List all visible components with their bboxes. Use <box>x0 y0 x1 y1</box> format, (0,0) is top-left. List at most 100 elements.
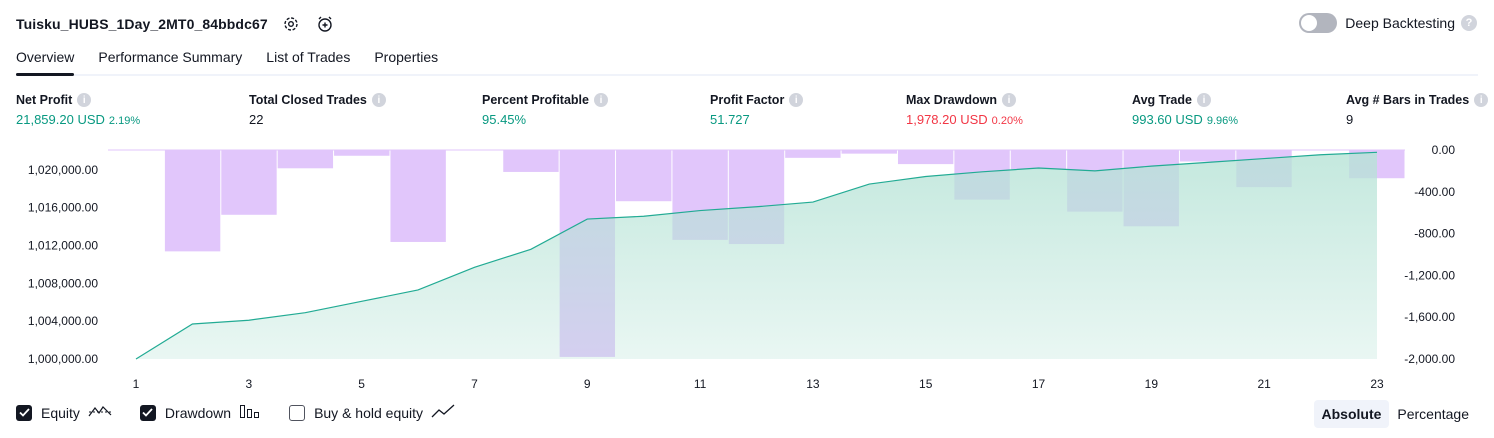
drawdown-bar <box>277 150 334 169</box>
stat-label: Avg Trade <box>1132 93 1192 107</box>
stat-avg-bars-in-trades: Avg # Bars in Trades i 9 <box>1346 93 1489 127</box>
legend-drawdown[interactable]: Drawdown <box>139 403 261 422</box>
equity-icon <box>88 403 112 422</box>
drawdown-bar <box>841 150 897 154</box>
absolute-mode-button[interactable]: Absolute <box>1313 400 1390 428</box>
equity-area <box>136 152 1377 359</box>
stat-value: 1,978.20 USD <box>906 112 988 127</box>
stat-value: 22 <box>249 112 264 127</box>
deep-backtesting: Deep Backtesting ? <box>1299 13 1477 33</box>
stat-label: Net Profit <box>16 93 73 107</box>
stat-percent: 9.96% <box>1206 115 1239 127</box>
x-axis-tick: 7 <box>471 377 478 391</box>
buy-hold-checkbox[interactable] <box>289 404 306 421</box>
info-icon[interactable]: i <box>1474 93 1489 107</box>
x-axis-tick: 19 <box>1145 377 1159 391</box>
drawdown-bar <box>221 150 277 215</box>
stat-net-profit: Net Profit i 21,859.20 USD 2.19% <box>16 93 140 127</box>
buy-hold-line-icon <box>431 403 455 422</box>
left-axis-tick: 1,020,000.00 <box>28 163 98 177</box>
left-axis-tick: 1,012,000.00 <box>28 239 98 253</box>
tab-overview[interactable]: Overview <box>16 44 75 76</box>
tab-performance-summary[interactable]: Performance Summary <box>98 49 243 65</box>
drawdown-checkbox[interactable] <box>139 404 156 421</box>
drawdown-bars-icon <box>239 403 261 422</box>
stat-percent: 2.19% <box>108 115 141 127</box>
drawdown-bar <box>503 150 559 172</box>
x-axis-tick: 17 <box>1032 377 1046 391</box>
legend-label: Buy & hold equity <box>314 404 424 421</box>
right-axis-tick: -800.00 <box>1414 227 1455 241</box>
left-axis-tick: 1,000,000.00 <box>28 352 98 366</box>
left-axis-tick: 1,008,000.00 <box>28 276 98 290</box>
right-axis-tick: -400.00 <box>1414 185 1455 199</box>
x-axis-tick: 11 <box>694 377 707 391</box>
equity-line <box>135 151 1378 360</box>
drawdown-bar <box>334 150 390 156</box>
x-axis-tick: 23 <box>1370 377 1384 391</box>
info-icon[interactable]: i <box>1002 93 1016 107</box>
settings-icon[interactable] <box>280 13 302 35</box>
right-axis-tick: -2,000.00 <box>1404 352 1455 366</box>
legend-equity[interactable]: Equity <box>16 403 112 422</box>
drawdown-bar <box>390 150 446 242</box>
equity-drawdown-chart: 1,020,000.00 1,016,000.00 1,012,000.00 1,00… <box>28 143 1456 391</box>
deep-backtesting-toggle[interactable] <box>1299 13 1338 33</box>
x-axis-tick: 9 <box>584 377 591 391</box>
left-axis-tick: 1,016,000.00 <box>28 201 98 215</box>
help-icon[interactable]: ? <box>1461 15 1477 31</box>
stat-max-drawdown: Max Drawdown i 1,978.20 USD 0.20% <box>906 93 1023 127</box>
equity-checkbox[interactable] <box>16 404 32 421</box>
x-axis-tick: 5 <box>358 377 365 391</box>
stat-profit-factor: Profit Factor i 51.727 <box>710 93 804 127</box>
strategy-title: Tuisku_HUBS_1Day_2MT0_84bbdc67 <box>16 16 268 32</box>
info-icon[interactable]: i <box>1196 93 1211 107</box>
stat-value: 21,859.20 USD <box>16 112 105 127</box>
drawdown-bar <box>897 150 954 165</box>
tab-list-of-trades[interactable]: List of Trades <box>266 49 351 65</box>
info-icon[interactable]: i <box>593 93 608 107</box>
tab-properties[interactable]: Properties <box>374 49 439 65</box>
tab-bar: Overview Performance Summary List of Tra… <box>16 44 1478 76</box>
right-axis-tick: 0.00 <box>1432 143 1456 157</box>
stat-value: 993.60 USD <box>1132 112 1203 127</box>
legend-label: Equity <box>41 404 80 421</box>
drawdown-bar <box>616 150 672 202</box>
right-axis-tick: -1,600.00 <box>1404 310 1455 324</box>
info-icon[interactable]: i <box>77 93 92 107</box>
right-axis-tick: -1,200.00 <box>1404 268 1455 282</box>
stat-label: Max Drawdown <box>906 93 997 107</box>
value-mode-switch: Absolute Percentage <box>1313 400 1478 428</box>
x-axis-tick: 3 <box>245 377 252 391</box>
chart-legend: Equity Drawdown Buy & hold equity <box>16 403 483 422</box>
x-axis-tick: 21 <box>1258 377 1272 391</box>
x-axis-tick: 15 <box>919 377 933 391</box>
x-axis-tick: 1 <box>133 377 140 391</box>
drawdown-bar <box>785 150 841 158</box>
stat-label: Percent Profitable <box>482 93 589 107</box>
stat-label: Profit Factor <box>710 93 785 107</box>
stat-avg-trade: Avg Trade i 993.60 USD 9.96% <box>1132 93 1238 127</box>
legend-label: Drawdown <box>164 404 232 421</box>
stat-label: Avg # Bars in Trades <box>1346 93 1470 107</box>
stat-percent: 0.20% <box>991 115 1023 127</box>
percentage-mode-button[interactable]: Percentage <box>1397 406 1469 422</box>
drawdown-bar <box>164 150 221 252</box>
add-alert-icon[interactable] <box>314 13 336 35</box>
stat-value: 9 <box>1346 112 1354 127</box>
toggle-knob <box>1301 15 1318 31</box>
info-icon[interactable]: i <box>371 93 386 107</box>
stat-value: 95.45% <box>482 112 527 127</box>
deep-backtesting-label: Deep Backtesting <box>1345 15 1455 31</box>
drawdown-bar <box>1010 150 1067 170</box>
stat-percent-profitable: Percent Profitable i 95.45% <box>482 93 608 127</box>
x-axis-tick: 13 <box>806 377 820 391</box>
stat-total-closed-trades: Total Closed Trades i 22 <box>249 93 386 127</box>
strategy-header: Tuisku_HUBS_1Day_2MT0_84bbdc67 <box>16 12 336 36</box>
info-icon[interactable]: i <box>789 93 804 107</box>
stat-label: Total Closed Trades <box>249 93 367 107</box>
left-axis-tick: 1,004,000.00 <box>28 314 98 328</box>
legend-buy-hold[interactable]: Buy & hold equity <box>289 403 455 422</box>
stat-value: 51.727 <box>710 112 750 127</box>
drawdown-bar <box>1179 150 1236 162</box>
